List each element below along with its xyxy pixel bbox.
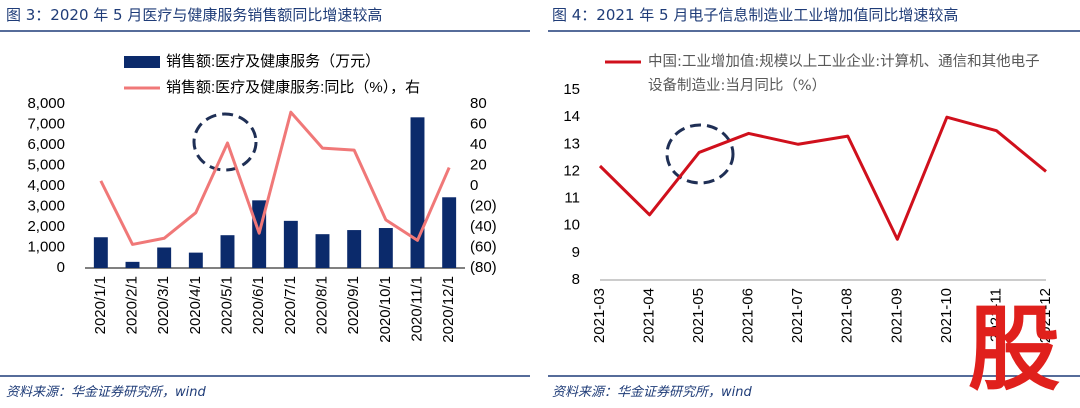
y2-tick-label: 20 (470, 156, 487, 173)
y-tick-label: 4,000 (27, 177, 65, 194)
bar (442, 197, 457, 268)
bar (157, 247, 172, 268)
x-tick-label: 2020/7/1 (282, 276, 299, 334)
legend-label: 销售额:医疗及健康服务:同比（%），右 (166, 79, 420, 96)
line (598, 115, 1047, 241)
bar (188, 252, 203, 268)
y-tick-label: 2,000 (27, 218, 65, 235)
chart: 8 9 10 11 12 13 14 15 2021-03 2021-04 2021-05 2021-… (548, 30, 1080, 377)
legend-label: 中国:工业增加值:规模以上工业企业:计算机、通信和其他电子设备制造业:当月同比（… (648, 54, 1040, 94)
chart-title: 图 4：2021 年 5 月电子信息制造业工业增加值同比增速较高 (552, 6, 959, 24)
line (99, 110, 451, 246)
y-tick-label: 11 (564, 190, 580, 207)
x-tick-label: 2021-08 (839, 288, 856, 343)
bar (283, 220, 298, 268)
y-tick-label: 8,000 (27, 95, 65, 112)
y-tick-label: 3,000 (27, 197, 65, 214)
y-tick-label: 0 (57, 259, 65, 276)
x-tick-label: 2021-12 (1037, 288, 1054, 343)
chart-panel: 图 4：2021 年 5 月电子信息制造业工业增加值同比增速较高 8 9 10 11 1… (548, 0, 1080, 404)
y-tick-label: 9 (572, 244, 580, 261)
chart-title: 图 3：2020 年 5 月医疗与健康服务销售额同比增速较高 (6, 6, 383, 24)
bar (315, 234, 330, 268)
x-tick-label: 2021-03 (591, 288, 608, 343)
x-tick-label: 2020/8/1 (313, 276, 330, 334)
x-tick-label: 2021-10 (938, 288, 955, 343)
x-tick-label: 2020/3/1 (155, 276, 172, 334)
y2-tick-label: (40) (470, 218, 497, 235)
x-tick-label: 2020/11/1 (408, 276, 425, 342)
y2-tick-label: 60 (470, 115, 487, 132)
x-tick-label: 2020/1/1 (92, 276, 109, 334)
bar (93, 237, 108, 268)
x-tick-label: 2021-07 (789, 288, 806, 343)
x-tick-label: 2020/2/1 (123, 276, 140, 334)
source-note: 资料来源：华金证券研究所，wind (552, 385, 752, 400)
watermark: 股 (968, 296, 1061, 403)
y2-tick-label: (80) (470, 259, 497, 276)
x-tick-label: 2021-11 (987, 288, 1004, 342)
y-tick-label: 15 (563, 81, 580, 98)
y2-tick-label: 80 (470, 95, 487, 112)
y-tick-label: 10 (563, 217, 580, 234)
y-tick-label: 13 (563, 135, 580, 152)
y-tick-label: 1,000 (27, 238, 65, 255)
bar (125, 261, 140, 268)
chart: 0 1,000 2,000 3,000 4,000 5,000 6,000 7,000 8,00… (0, 30, 530, 377)
x-tick-label: 2020/10/1 (377, 276, 394, 343)
x-tick-label: 2020/5/1 (218, 276, 235, 334)
x-tick-label: 2021-06 (740, 288, 757, 343)
y2-tick-label: (60) (470, 238, 497, 255)
highlight-circle (665, 123, 735, 185)
source-note: 资料来源：华金证券研究所，wind (6, 385, 206, 400)
x-tick-label: 2020/12/1 (440, 276, 457, 343)
bar (347, 230, 362, 268)
y-tick-label: 6,000 (27, 136, 65, 153)
bar (410, 117, 425, 268)
legend-swatch (124, 56, 160, 68)
y-tick-label: 7,000 (27, 115, 65, 132)
x-tick-label: 2020/4/1 (187, 276, 204, 334)
bar (378, 228, 393, 268)
x-tick-label: 2021-04 (641, 288, 658, 343)
y-tick-label: 5,000 (27, 156, 65, 173)
x-tick-label: 2021-05 (690, 288, 707, 343)
y2-tick-label: (20) (470, 197, 497, 214)
x-tick-label: 2020/6/1 (250, 276, 267, 334)
y2-tick-label: 40 (470, 136, 487, 153)
y-tick-label: 14 (563, 108, 580, 125)
x-tick-label: 2020/9/1 (345, 276, 362, 334)
x-tick-label: 2021-09 (888, 288, 905, 343)
y-tick-label: 12 (563, 162, 580, 179)
bar (220, 235, 235, 268)
y2-tick-label: 0 (470, 177, 478, 194)
legend-label: 销售额:医疗及健康服务（万元） (166, 53, 380, 70)
highlight-circle (192, 112, 258, 172)
chart-panel: 图 3：2020 年 5 月医疗与健康服务销售额同比增速较高 0 1,000 2,0… (0, 0, 530, 404)
y-tick-label: 8 (572, 271, 580, 288)
